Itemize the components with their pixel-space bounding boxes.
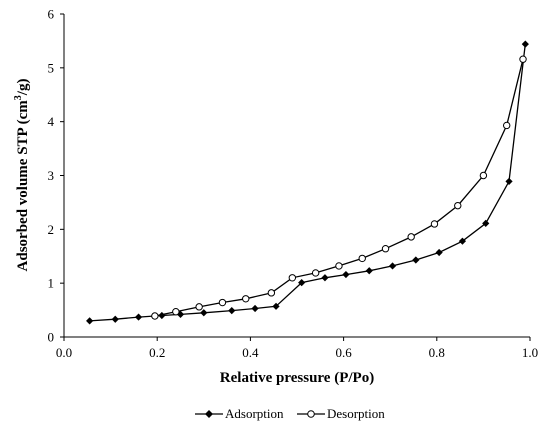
- adsorption-point: [458, 237, 467, 245]
- adsorption-point: [251, 304, 259, 313]
- adsorption-point: [228, 307, 236, 315]
- desorption-series-line: [154, 59, 524, 317]
- adsorption-point: [342, 270, 350, 279]
- adsorption-point: [435, 248, 443, 257]
- adsorption-point: [272, 302, 280, 310]
- chart-axes: 0.0 0.2 0.4 0.6 0.8 1.0 0 1 2 3 4 5 6: [48, 7, 539, 361]
- adsorption-point: [521, 40, 529, 48]
- x-tick-label: 0.6: [335, 345, 352, 360]
- desorption-point: [430, 220, 439, 228]
- desorption-point: [335, 262, 343, 270]
- adsorption-point: [388, 262, 397, 270]
- legend-adsorption-marker: [205, 410, 213, 418]
- y-tick-label: 0: [48, 330, 55, 345]
- y-axis-title: Adsorbed volume STP (cm3/g): [13, 79, 31, 272]
- adsorption-series-line: [89, 44, 526, 322]
- y-tick-label: 1: [48, 276, 55, 291]
- desorption-point: [267, 289, 276, 297]
- desorption-point: [151, 312, 159, 320]
- adsorption-point: [134, 313, 143, 321]
- y-axis-title-main: Adsorbed volume STP (cm: [15, 100, 31, 272]
- series-layer: [86, 40, 529, 325]
- desorption-point: [503, 121, 511, 130]
- adsorption-point: [111, 315, 119, 323]
- y-axis-ticks: 0 1 2 3 4 5 6: [48, 7, 64, 345]
- desorption-point: [454, 201, 462, 210]
- adsorption-point: [176, 310, 185, 318]
- legend-desorption-marker: [307, 410, 315, 418]
- desorption-point: [172, 307, 180, 316]
- adsorption-point: [482, 219, 490, 228]
- adsorption-point: [505, 177, 513, 186]
- y-tick-label: 2: [48, 222, 55, 237]
- desorption-point: [311, 269, 320, 277]
- y-axis-title-superscript: 3: [13, 95, 24, 100]
- desorption-point: [195, 303, 203, 311]
- adsorption-point: [298, 279, 306, 287]
- desorption-point: [242, 295, 250, 303]
- x-axis-ticks: 0.0 0.2 0.4 0.6 0.8 1.0: [56, 337, 538, 360]
- y-tick-label: 6: [48, 7, 55, 22]
- x-tick-label: 1.0: [522, 345, 538, 360]
- legend-desorption-label: Desorption: [327, 406, 385, 421]
- x-tick-label: 0.4: [242, 345, 259, 360]
- adsorption-point: [200, 309, 208, 317]
- chart-legend: Adsorption Desorption: [195, 406, 385, 421]
- y-tick-label: 3: [48, 168, 55, 183]
- desorption-point: [381, 245, 390, 253]
- desorption-point: [218, 298, 227, 307]
- desorption-point: [358, 254, 366, 263]
- y-tick-label: 5: [48, 60, 55, 75]
- legend-adsorption-label: Adsorption: [225, 406, 284, 421]
- desorption-point: [519, 55, 527, 63]
- y-axis-title-end: /g): [15, 79, 31, 97]
- adsorption-point: [86, 317, 94, 325]
- desorption-point: [479, 171, 488, 180]
- y-tick-label: 4: [48, 114, 55, 129]
- x-tick-label: 0.2: [149, 345, 165, 360]
- adsorption-point: [365, 267, 373, 275]
- desorption-point: [288, 274, 297, 282]
- x-tick-label: 0.8: [429, 345, 445, 360]
- x-tick-label: 0.0: [56, 345, 72, 360]
- adsorption-point: [412, 256, 420, 264]
- adsorption-point: [321, 274, 329, 282]
- desorption-point: [407, 233, 415, 241]
- x-axis-title: Relative pressure (P/Po): [220, 370, 374, 386]
